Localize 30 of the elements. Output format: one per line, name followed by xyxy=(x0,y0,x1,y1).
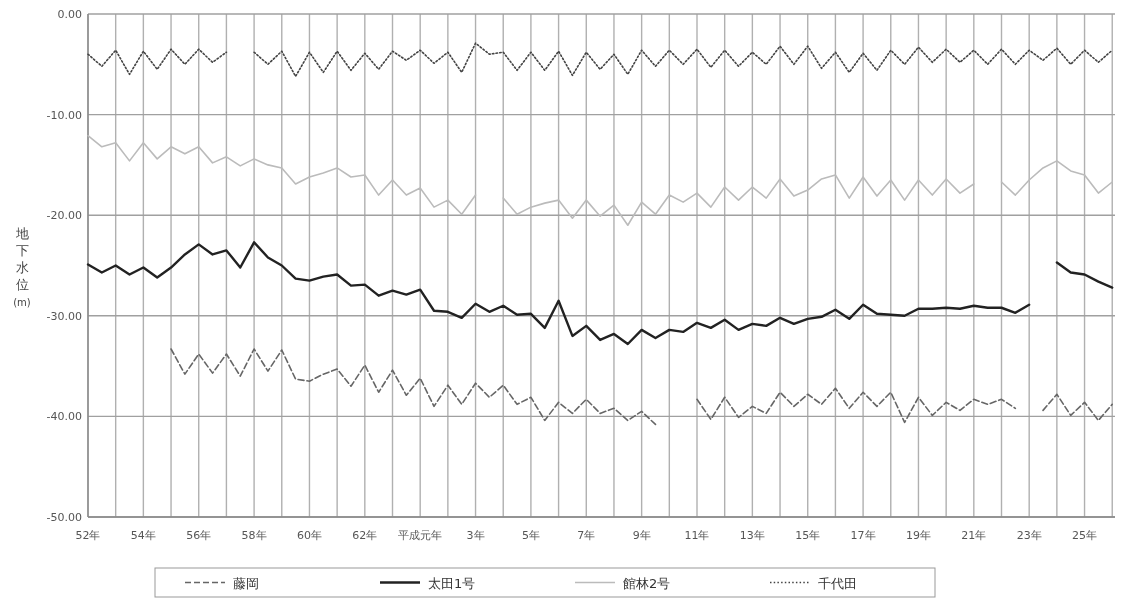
x-tick-label: 17年 xyxy=(850,529,876,542)
y-tick-label: -40.00 xyxy=(46,410,82,424)
x-tick-label: 56年 xyxy=(186,529,212,542)
x-tick-label: 9年 xyxy=(632,529,651,542)
x-tick-label: 13年 xyxy=(739,529,765,542)
y-tick-label: -30.00 xyxy=(46,309,82,323)
x-tick-label: 23年 xyxy=(1016,529,1042,542)
x-tick-label: 11年 xyxy=(684,529,710,542)
x-tick-label: 5年 xyxy=(521,529,540,542)
x-tick-label: 3年 xyxy=(466,529,485,542)
x-tick-label: 21年 xyxy=(961,529,987,542)
x-tick-label: 15年 xyxy=(795,529,821,542)
y-axis-title: 地下水位(m) xyxy=(13,225,31,308)
x-tick-label: 54年 xyxy=(130,529,156,542)
x-tick-label: 7年 xyxy=(577,529,596,542)
x-tick-label: 60年 xyxy=(296,529,322,542)
y-tick-label: 0.00 xyxy=(57,8,82,21)
legend-label: 千代田 xyxy=(818,575,857,591)
x-tick-label: 平成元年 xyxy=(398,529,443,542)
y-tick-label: -50.00 xyxy=(46,511,82,524)
x-tick-label: 52年 xyxy=(75,529,101,542)
legend-label: 館林2号 xyxy=(623,575,671,591)
x-tick-label: 58年 xyxy=(241,529,267,542)
x-tick-label: 19年 xyxy=(905,529,931,542)
y-tick-label: -10.00 xyxy=(46,108,82,122)
y-tick-label: -20.00 xyxy=(46,209,82,223)
legend-label: 藤岡 xyxy=(233,575,259,591)
x-tick-label: 62年 xyxy=(352,529,378,542)
x-tick-label: 25年 xyxy=(1072,529,1098,542)
legend-label: 太田1号 xyxy=(428,575,476,591)
